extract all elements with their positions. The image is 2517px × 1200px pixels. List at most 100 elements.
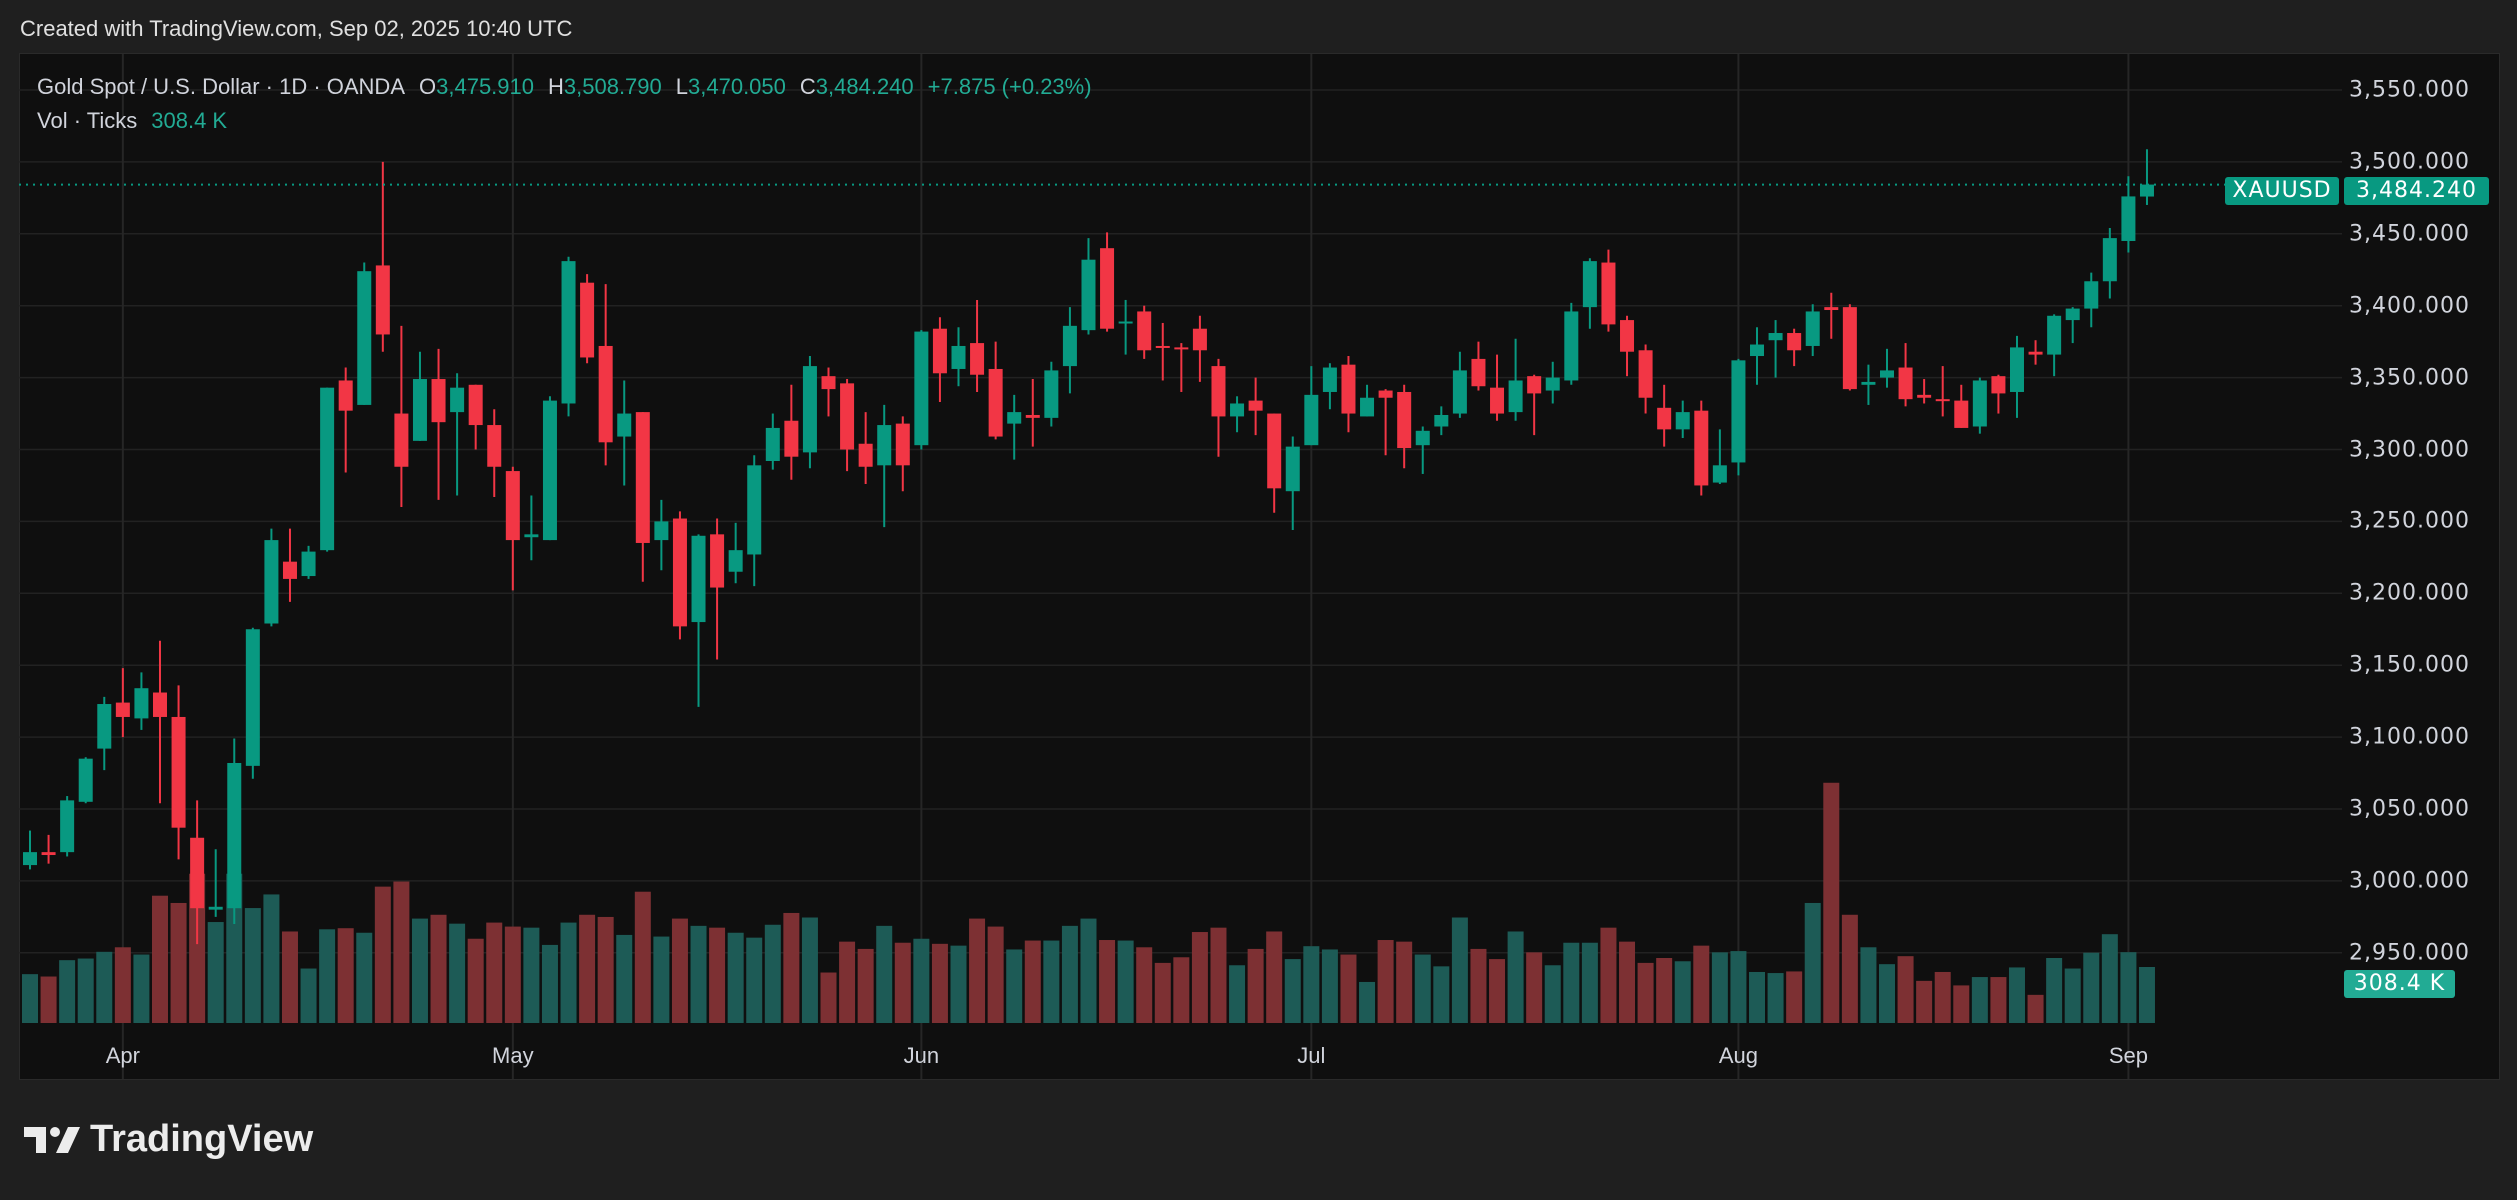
candle[interactable]: [524, 495, 539, 561]
candle[interactable]: [1285, 436, 1300, 531]
candle[interactable]: [1527, 374, 1542, 436]
candle[interactable]: [282, 528, 297, 602]
candle[interactable]: [1880, 348, 1894, 388]
candle[interactable]: [338, 367, 353, 473]
candle[interactable]: [840, 379, 855, 472]
candle[interactable]: [635, 412, 650, 582]
candle[interactable]: [1137, 305, 1152, 359]
candle[interactable]: [1712, 429, 1727, 485]
candle[interactable]: [1415, 426, 1430, 474]
candle[interactable]: [468, 384, 483, 450]
candle[interactable]: [1007, 394, 1022, 460]
candle[interactable]: [1267, 413, 1282, 513]
candle[interactable]: [1564, 302, 1579, 385]
candle[interactable]: [41, 834, 56, 864]
candle[interactable]: [1118, 299, 1133, 355]
candle[interactable]: [970, 299, 985, 392]
candle[interactable]: [1397, 384, 1412, 469]
candle[interactable]: [988, 341, 1003, 440]
candle[interactable]: [1750, 327, 1765, 385]
candle[interactable]: [1991, 374, 2006, 414]
candle[interactable]: [2028, 340, 2043, 365]
candle[interactable]: [617, 380, 632, 486]
candle[interactable]: [2121, 176, 2136, 253]
candle[interactable]: [2065, 307, 2080, 344]
candle[interactable]: [60, 796, 75, 857]
candle[interactable]: [1081, 238, 1096, 335]
candle[interactable]: [1155, 322, 1170, 381]
candle[interactable]: [264, 528, 279, 627]
candle[interactable]: [1694, 400, 1709, 496]
candle[interactable]: [301, 545, 316, 579]
candle[interactable]: [431, 348, 446, 500]
candle[interactable]: [1675, 400, 1690, 438]
candle[interactable]: [1601, 249, 1616, 332]
candle[interactable]: [1174, 343, 1189, 392]
candle[interactable]: [914, 330, 929, 450]
candle[interactable]: [802, 356, 817, 469]
candle[interactable]: [1972, 377, 1987, 434]
candle[interactable]: [1378, 389, 1393, 456]
candle[interactable]: [1322, 363, 1337, 410]
candle[interactable]: [1211, 358, 1226, 457]
candle[interactable]: [1452, 351, 1467, 418]
candle[interactable]: [134, 672, 149, 730]
candle[interactable]: [394, 325, 409, 508]
candle[interactable]: [78, 757, 93, 804]
candle[interactable]: [1787, 328, 1802, 367]
candle[interactable]: [190, 800, 205, 945]
candle[interactable]: [858, 412, 873, 485]
volume-label[interactable]: Vol · Ticks: [37, 108, 138, 133]
tradingview-logo[interactable]: TradingView: [24, 1118, 313, 1161]
candle[interactable]: [505, 466, 520, 591]
candle[interactable]: [1917, 379, 1932, 404]
candle[interactable]: [2009, 335, 2024, 418]
candle[interactable]: [1620, 315, 1635, 377]
candle[interactable]: [1490, 354, 1505, 421]
symbol-title[interactable]: Gold Spot / U.S. Dollar · 1D · OANDA: [37, 74, 405, 99]
candle[interactable]: [152, 640, 167, 804]
candle[interactable]: [1100, 232, 1115, 332]
candle[interactable]: [1935, 366, 1950, 417]
candle[interactable]: [375, 161, 390, 352]
candle[interactable]: [1304, 366, 1319, 446]
candle[interactable]: [1341, 356, 1356, 433]
candle[interactable]: [598, 284, 613, 466]
candle[interactable]: [1025, 379, 1040, 447]
candle[interactable]: [542, 396, 557, 541]
candle[interactable]: [227, 738, 242, 925]
candle[interactable]: [710, 518, 725, 660]
candle[interactable]: [115, 668, 130, 738]
candle[interactable]: [932, 317, 947, 403]
candle[interactable]: [951, 327, 966, 387]
candle[interactable]: [97, 696, 112, 771]
candle[interactable]: [450, 373, 465, 496]
candle[interactable]: [877, 404, 892, 528]
candle[interactable]: [208, 849, 223, 917]
candle[interactable]: [1062, 307, 1077, 394]
candle[interactable]: [1638, 344, 1653, 414]
candle[interactable]: [1192, 315, 1207, 382]
candle[interactable]: [1582, 258, 1597, 329]
candle[interactable]: [895, 416, 910, 492]
candle[interactable]: [2047, 314, 2062, 377]
candle[interactable]: [561, 256, 576, 417]
candle[interactable]: [580, 274, 595, 364]
candle[interactable]: [765, 413, 780, 470]
candle[interactable]: [1044, 361, 1059, 427]
candle[interactable]: [1731, 358, 1746, 476]
candle[interactable]: [672, 511, 687, 640]
candle[interactable]: [1230, 396, 1245, 433]
candle[interactable]: [2139, 149, 2154, 205]
candle[interactable]: [1434, 406, 1449, 436]
candle[interactable]: [1842, 304, 1857, 391]
chart-panel[interactable]: [19, 53, 2500, 1080]
candle[interactable]: [1824, 292, 1839, 339]
candle[interactable]: [691, 534, 706, 707]
candle[interactable]: [784, 384, 799, 480]
candle[interactable]: [1248, 377, 1263, 436]
candle[interactable]: [320, 387, 335, 552]
candle[interactable]: [487, 409, 502, 497]
candle[interactable]: [747, 455, 762, 587]
